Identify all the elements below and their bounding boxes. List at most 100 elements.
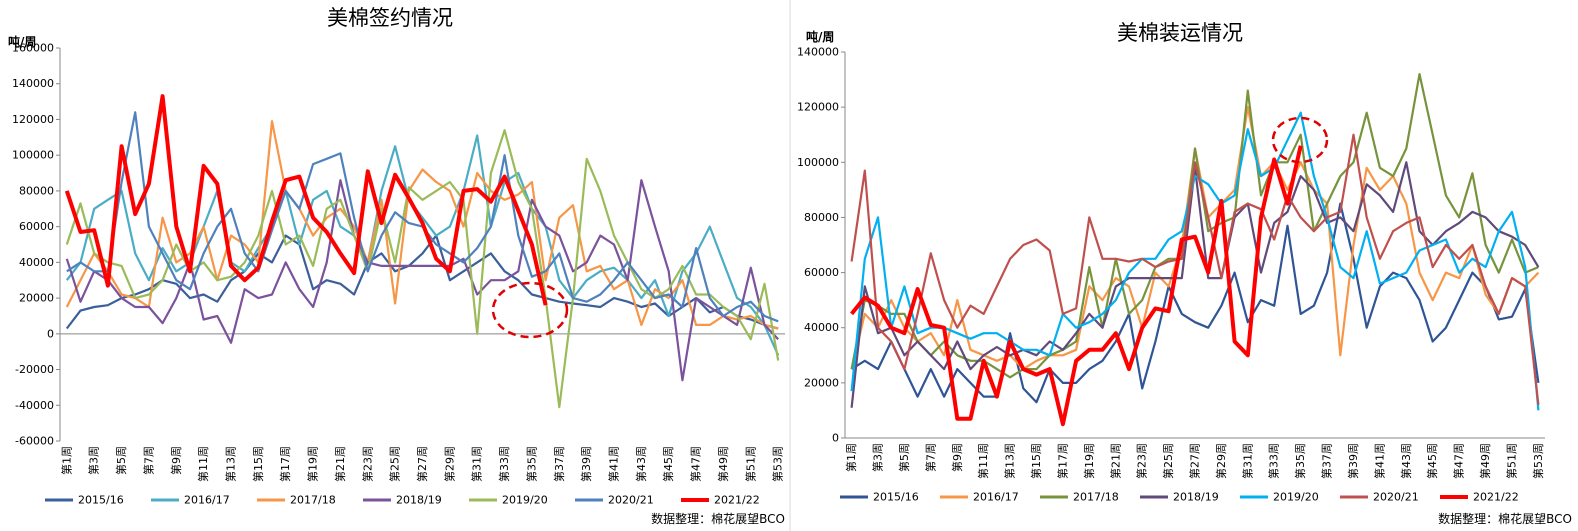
legend-label: 2015/16	[78, 494, 124, 507]
x-tick-label: 第15周	[251, 446, 265, 482]
x-tick-label: 第11周	[976, 443, 990, 479]
x-tick-label: 第13周	[223, 446, 237, 482]
x-tick-label: 第1周	[844, 443, 858, 472]
x-tick-label: 第47周	[689, 446, 703, 482]
chart-title: 美棉装运情况	[1117, 21, 1243, 45]
legend-label: 2021/22	[1473, 491, 1519, 504]
y-tick-label: 120000	[797, 101, 839, 114]
x-tick-label: 第53周	[771, 446, 785, 482]
x-tick-label: 第33周	[1267, 443, 1281, 479]
x-tick-label: 第35周	[1293, 443, 1307, 479]
y-tick-label: 40000	[19, 256, 54, 269]
x-tick-label: 第45周	[1425, 443, 1439, 479]
x-tick-label: 第25周	[1161, 443, 1175, 479]
legend-label: 2017/18	[1073, 491, 1119, 504]
x-tick-label: 第5周	[114, 446, 128, 475]
x-tick-label: 第17周	[278, 446, 292, 482]
x-tick-label: 第21周	[333, 446, 347, 482]
chart-title: 美棉签约情况	[327, 6, 453, 30]
series-line	[850, 111, 1540, 411]
x-tick-label: 第37周	[552, 446, 566, 482]
x-tick-label: 第45周	[661, 446, 675, 482]
series-line	[850, 145, 1303, 427]
x-tick-label: 第31周	[1240, 443, 1254, 479]
x-tick-label: 第17周	[1055, 443, 1069, 479]
legend-label: 2020/21	[608, 494, 654, 507]
x-tick-label: 第33周	[497, 446, 511, 482]
y-tick-label: 60000	[804, 266, 839, 279]
legend-label: 2021/22	[714, 494, 760, 507]
series-line	[851, 202, 1540, 404]
x-tick-label: 第23周	[1135, 443, 1149, 479]
highlight-ellipse	[491, 281, 569, 339]
x-tick-label: 第27周	[415, 446, 429, 482]
y-tick-label: 80000	[19, 184, 54, 197]
x-tick-label: 第51周	[743, 446, 757, 482]
y-tick-label: -20000	[15, 363, 54, 376]
x-tick-label: 第29周	[1214, 443, 1228, 479]
x-tick-label: 第21周	[1108, 443, 1122, 479]
series-line	[65, 179, 779, 382]
x-tick-label: 第15周	[1029, 443, 1043, 479]
x-tick-label: 第5周	[897, 443, 911, 472]
x-tick-label: 第7周	[923, 443, 937, 472]
y-tick-label: 20000	[19, 292, 54, 305]
x-tick-label: 第43周	[1399, 443, 1413, 479]
y-tick-label: -60000	[15, 435, 54, 448]
x-tick-label: 第51周	[1504, 443, 1518, 479]
x-tick-label: 第39周	[1346, 443, 1360, 479]
x-tick-label: 第25周	[388, 446, 402, 482]
y-tick-label: 0	[832, 432, 839, 445]
y-axis-unit: 吨/周	[806, 29, 834, 44]
x-tick-label: 第19周	[1082, 443, 1096, 479]
x-tick-label: 第9周	[950, 443, 964, 472]
x-tick-label: 第41周	[1372, 443, 1386, 479]
x-tick-label: 第11周	[196, 446, 210, 482]
series-line	[65, 234, 779, 330]
y-tick-label: 80000	[804, 211, 839, 224]
y-tick-label: 140000	[797, 46, 839, 59]
x-tick-label: 第9周	[169, 446, 183, 475]
x-tick-label: 第39周	[579, 446, 593, 482]
legend-label: 2019/20	[502, 494, 548, 507]
y-tick-label: 100000	[797, 156, 839, 169]
x-tick-label: 第37周	[1320, 443, 1334, 479]
y-tick-label: 20000	[804, 376, 839, 389]
legend-label: 2016/17	[184, 494, 230, 507]
y-tick-label: -40000	[15, 399, 54, 412]
legend-label: 2015/16	[873, 491, 919, 504]
x-tick-label: 第27周	[1188, 443, 1202, 479]
x-tick-label: 第23周	[360, 446, 374, 482]
x-tick-label: 第49周	[1478, 443, 1492, 479]
x-tick-label: 第13周	[1003, 443, 1017, 479]
source-note: 数据整理：棉花展望BCO	[651, 511, 785, 526]
y-tick-label: 0	[47, 327, 54, 340]
x-tick-label: 第7周	[141, 446, 155, 475]
y-tick-label: 60000	[19, 220, 54, 233]
legend-label: 2016/17	[973, 491, 1019, 504]
y-tick-label: 120000	[12, 113, 54, 126]
x-tick-label: 第3周	[87, 446, 101, 475]
y-tick-label: 40000	[804, 321, 839, 334]
series-line	[850, 133, 1540, 406]
legend-label: 2018/19	[396, 494, 442, 507]
y-axis-unit: 吨/周	[8, 34, 36, 49]
x-tick-label: 第3周	[871, 443, 885, 472]
y-tick-label: 100000	[12, 149, 54, 162]
x-tick-label: 第49周	[716, 446, 730, 482]
x-tick-label: 第47周	[1452, 443, 1466, 479]
x-tick-label: 第1周	[59, 446, 73, 475]
x-tick-label: 第53周	[1531, 443, 1545, 479]
legend-label: 2017/18	[290, 494, 336, 507]
x-tick-label: 第35周	[524, 446, 538, 482]
source-note: 数据整理：棉花展望BCO	[1438, 511, 1572, 526]
series-line	[64, 94, 548, 306]
legend-label: 2018/19	[1173, 491, 1219, 504]
highlight-ellipse	[1271, 116, 1329, 164]
y-tick-label: 140000	[12, 77, 54, 90]
x-tick-label: 第29周	[442, 446, 456, 482]
x-tick-label: 第41周	[607, 446, 621, 482]
legend-label: 2020/21	[1373, 491, 1419, 504]
